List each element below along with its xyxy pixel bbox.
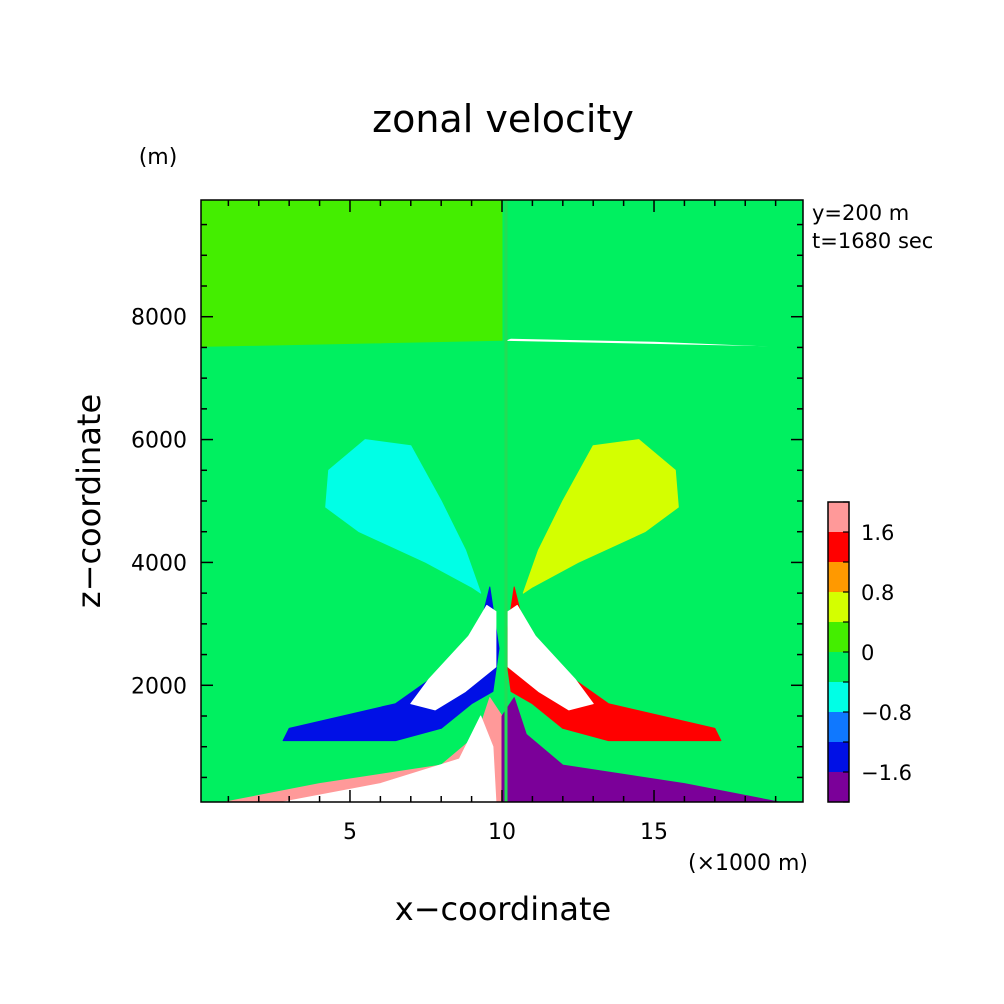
x-tick-label: 10 (488, 820, 516, 845)
field-region-right-lobe-moderate-positive (522, 439, 679, 594)
colorbar-swatch (828, 562, 849, 592)
annotation-time: t=1680 sec (812, 229, 933, 253)
x-tick-label: 5 (343, 820, 357, 845)
y-tick-label: 4000 (131, 551, 187, 576)
colorbar-swatch (828, 652, 849, 682)
field-region-bottom-core-extreme (282, 715, 497, 802)
x-axis-unit: (×1000 m) (688, 851, 808, 876)
y-axis-unit: (m) (139, 145, 178, 170)
colorbar-swatch (828, 622, 849, 652)
field-region-left-lobe-moderate-negative (325, 439, 482, 594)
chart-title: zonal velocity (372, 97, 634, 141)
axes: 5 10 15 2000 4000 6000 8000 (131, 200, 803, 845)
colorbar-tick-label: −1.6 (861, 761, 912, 785)
y-tick-label: 8000 (131, 306, 187, 331)
colorbar-swatch (828, 712, 849, 742)
colorbar-swatch (828, 502, 849, 532)
field-region-left-core-extreme (410, 604, 497, 711)
colorbar-tick-label: 0 (861, 641, 874, 665)
contour-field (201, 200, 803, 802)
y-tick-label: 2000 (131, 674, 187, 699)
y-axis-label: z−coordinate (70, 394, 108, 608)
annotation-y-slice: y=200 m (812, 201, 909, 225)
colorbar-swatch (828, 592, 849, 622)
x-tick-label: 15 (640, 820, 668, 845)
field-region-upper-left-weak-positive (201, 200, 503, 348)
colorbar-swatch (828, 682, 849, 712)
field-region-bottom-right-strong-negative (501, 697, 780, 802)
colorbar-swatch (828, 772, 849, 802)
x-axis-label: x−coordinate (395, 890, 611, 928)
colorbar-swatch (828, 532, 849, 562)
colorbar: −1.6 −0.8 0 0.8 1.6 (827, 501, 912, 803)
colorbar-swatch (828, 742, 849, 772)
colorbar-tick-label: 1.6 (861, 521, 894, 545)
colorbar-tick-label: −0.8 (861, 701, 912, 725)
colorbar-tick-label: 0.8 (861, 581, 894, 605)
field-region-right-core-extreme (507, 604, 594, 711)
field-region-upper-right-weak-negative (501, 200, 803, 348)
y-tick-label: 6000 (131, 429, 187, 454)
